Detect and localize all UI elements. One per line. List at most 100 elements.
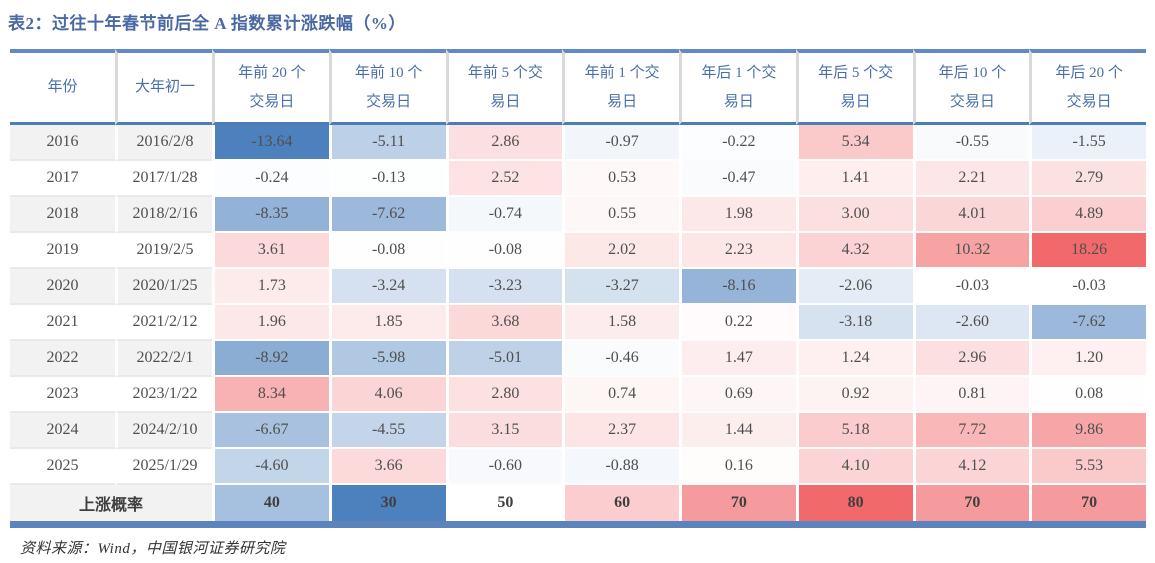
year-cell: 2020 [10,269,115,305]
table-footer: 上涨概率 40 30 50 60 70 80 70 70 [10,485,1146,521]
value-cell: 2.37 [562,413,679,449]
year-cell: 2023 [10,377,115,413]
spring-festival-returns-table: 年份 大年初一 年前 20 个 交易日 年前 10 个 交易日 年前 5 个交 易日 年前… [10,49,1146,521]
value-cell: 0.53 [562,161,679,197]
lunar-new-year-date-cell: 2018/2/16 [115,197,212,233]
value-cell: 0.74 [562,377,679,413]
value-cell: 7.72 [912,413,1030,449]
year-cell: 2025 [10,449,115,485]
table-row: 2018 2018/2/16 -8.35 -7.62 -0.74 0.55 1.98 3.00… [10,197,1146,233]
value-cell: -8.92 [212,341,329,377]
value-cell: -5.98 [328,341,446,377]
value-cell: 4.10 [795,449,913,485]
table-row: 2025 2025/1/29 -4.60 3.66 -0.60 -0.88 0.16 4.10… [10,449,1146,485]
column-header: 年后 20 个 交易日 [1029,49,1146,125]
value-cell: 0.55 [562,197,679,233]
value-cell: -1.55 [1029,125,1146,161]
value-cell: -5.11 [328,125,446,161]
value-cell: 1.58 [562,305,679,341]
value-cell: 18.26 [1029,233,1146,269]
lunar-new-year-date-cell: 2022/2/1 [115,341,212,377]
value-cell: 1.73 [212,269,329,305]
lunar-new-year-date-cell: 2023/1/22 [115,377,212,413]
value-cell: -3.27 [562,269,679,305]
table-row: 2023 2023/1/22 8.34 4.06 2.80 0.74 0.69 0.92 0.8… [10,377,1146,413]
probability-cell: 60 [562,485,679,521]
value-cell: -8.35 [212,197,329,233]
value-cell: -0.08 [328,233,446,269]
value-cell: 3.68 [445,305,563,341]
probability-cell: 50 [445,485,563,521]
table-caption: 表2：过往十年春节前后全 A 指数累计涨跌幅（%） [8,14,406,33]
lunar-new-year-date-cell: 2017/1/28 [115,161,212,197]
lunar-new-year-date-cell: 2025/1/29 [115,449,212,485]
value-cell: 1.96 [212,305,329,341]
value-cell: -0.97 [562,125,679,161]
value-cell: 5.53 [1029,449,1146,485]
value-cell: -0.03 [1029,269,1146,305]
value-cell: -3.18 [795,305,913,341]
value-cell: -0.08 [445,233,563,269]
column-header: 年前 5 个交 易日 [445,49,563,125]
probability-cell: 70 [1029,485,1146,521]
value-cell: 1.24 [795,341,913,377]
table-row: 2021 2021/2/12 1.96 1.85 3.68 1.58 0.22 -3.18 -2… [10,305,1146,341]
table-row: 2024 2024/2/10 -6.67 -4.55 3.15 2.37 1.44 5.18 7… [10,413,1146,449]
value-cell: 2.86 [445,125,563,161]
value-cell: -4.55 [328,413,446,449]
value-cell: 1.47 [679,341,796,377]
data-table-container: 年份 大年初一 年前 20 个 交易日 年前 10 个 交易日 年前 5 个交 易日 年前… [10,49,1146,521]
table-row: 2019 2019/2/5 3.61 -0.08 -0.08 2.02 2.23 4.32 10… [10,233,1146,269]
value-cell: -6.67 [212,413,329,449]
value-cell: 0.16 [679,449,796,485]
lunar-new-year-date-cell: 2016/2/8 [115,125,212,161]
value-cell: -0.46 [562,341,679,377]
lunar-new-year-date-cell: 2019/2/5 [115,233,212,269]
year-cell: 2022 [10,341,115,377]
value-cell: -3.24 [328,269,446,305]
column-header: 年份 [10,49,115,125]
probability-cell: 70 [912,485,1030,521]
value-cell: 2.52 [445,161,563,197]
lunar-new-year-date-cell: 2021/2/12 [115,305,212,341]
value-cell: 5.18 [795,413,913,449]
value-cell: 3.00 [795,197,913,233]
value-cell: -0.74 [445,197,563,233]
summary-label: 上涨概率 [10,485,212,521]
value-cell: 0.08 [1029,377,1146,413]
value-cell: -4.60 [212,449,329,485]
value-cell: -8.16 [679,269,796,305]
table-row: 2016 2016/2/8 -13.64 -5.11 2.86 -0.97 -0.22 5.3… [10,125,1146,161]
source-note: 资料来源：Wind，中国银河证券研究院 [20,541,286,557]
lunar-new-year-date-cell: 2020/1/25 [115,269,212,305]
value-cell: -2.60 [912,305,1030,341]
value-cell: -0.55 [912,125,1030,161]
value-cell: -0.13 [328,161,446,197]
value-cell: 3.61 [212,233,329,269]
column-header: 年后 1 个交 易日 [679,49,796,125]
value-cell: 4.12 [912,449,1030,485]
value-cell: 2.96 [912,341,1030,377]
probability-cell: 30 [328,485,446,521]
value-cell: -3.23 [445,269,563,305]
value-cell: -0.60 [445,449,563,485]
value-cell: 4.01 [912,197,1030,233]
value-cell: 0.92 [795,377,913,413]
year-cell: 2024 [10,413,115,449]
value-cell: 9.86 [1029,413,1146,449]
probability-cell: 70 [679,485,796,521]
column-header: 年前 10 个 交易日 [328,49,446,125]
column-header: 年前 20 个 交易日 [212,49,329,125]
header-row: 年份 大年初一 年前 20 个 交易日 年前 10 个 交易日 年前 5 个交 易日 年前… [10,49,1146,125]
value-cell: -13.64 [212,125,329,161]
column-header: 年后 5 个交 易日 [795,49,913,125]
value-cell: -0.22 [679,125,796,161]
value-cell: 0.69 [679,377,796,413]
year-cell: 2021 [10,305,115,341]
value-cell: 5.34 [795,125,913,161]
value-cell: 4.89 [1029,197,1146,233]
value-cell: 3.66 [328,449,446,485]
year-cell: 2017 [10,161,115,197]
value-cell: 1.98 [679,197,796,233]
value-cell: 2.79 [1029,161,1146,197]
